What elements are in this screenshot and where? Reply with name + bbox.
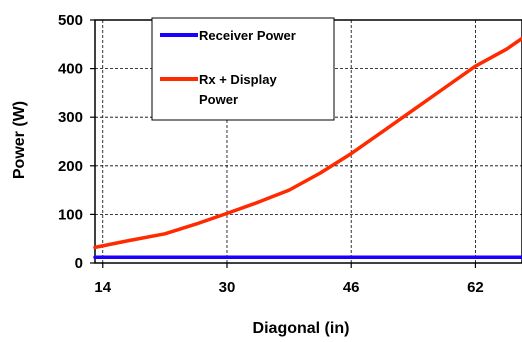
y-tick-label: 300 bbox=[58, 109, 83, 126]
y-tick-label: 100 bbox=[58, 206, 83, 223]
y-tick-label: 500 bbox=[58, 12, 83, 29]
x-axis-title: Diagonal (in) bbox=[253, 320, 350, 337]
tick-labels: 0 100 200 300 400 500 14 30 46 62 bbox=[58, 12, 484, 296]
y-tick-label: 200 bbox=[58, 158, 83, 175]
x-tick-label: 14 bbox=[94, 279, 111, 296]
series-layer bbox=[93, 36, 522, 259]
legend-label-rx-display-power: Rx + Display Power bbox=[199, 72, 277, 107]
y-axis-title: Power (W) bbox=[11, 101, 28, 179]
x-tick-label: 46 bbox=[343, 279, 360, 296]
y-tick-label: 0 bbox=[75, 255, 83, 272]
legend: Receiver Power Rx + Display Power bbox=[151, 17, 335, 121]
legend-label-receiver-power: Receiver Power bbox=[199, 28, 296, 43]
y-tick-label: 400 bbox=[58, 61, 83, 78]
x-tick-label: 30 bbox=[219, 279, 236, 296]
x-tick-label: 62 bbox=[467, 279, 484, 296]
series-line-rx-display-power bbox=[93, 36, 522, 250]
